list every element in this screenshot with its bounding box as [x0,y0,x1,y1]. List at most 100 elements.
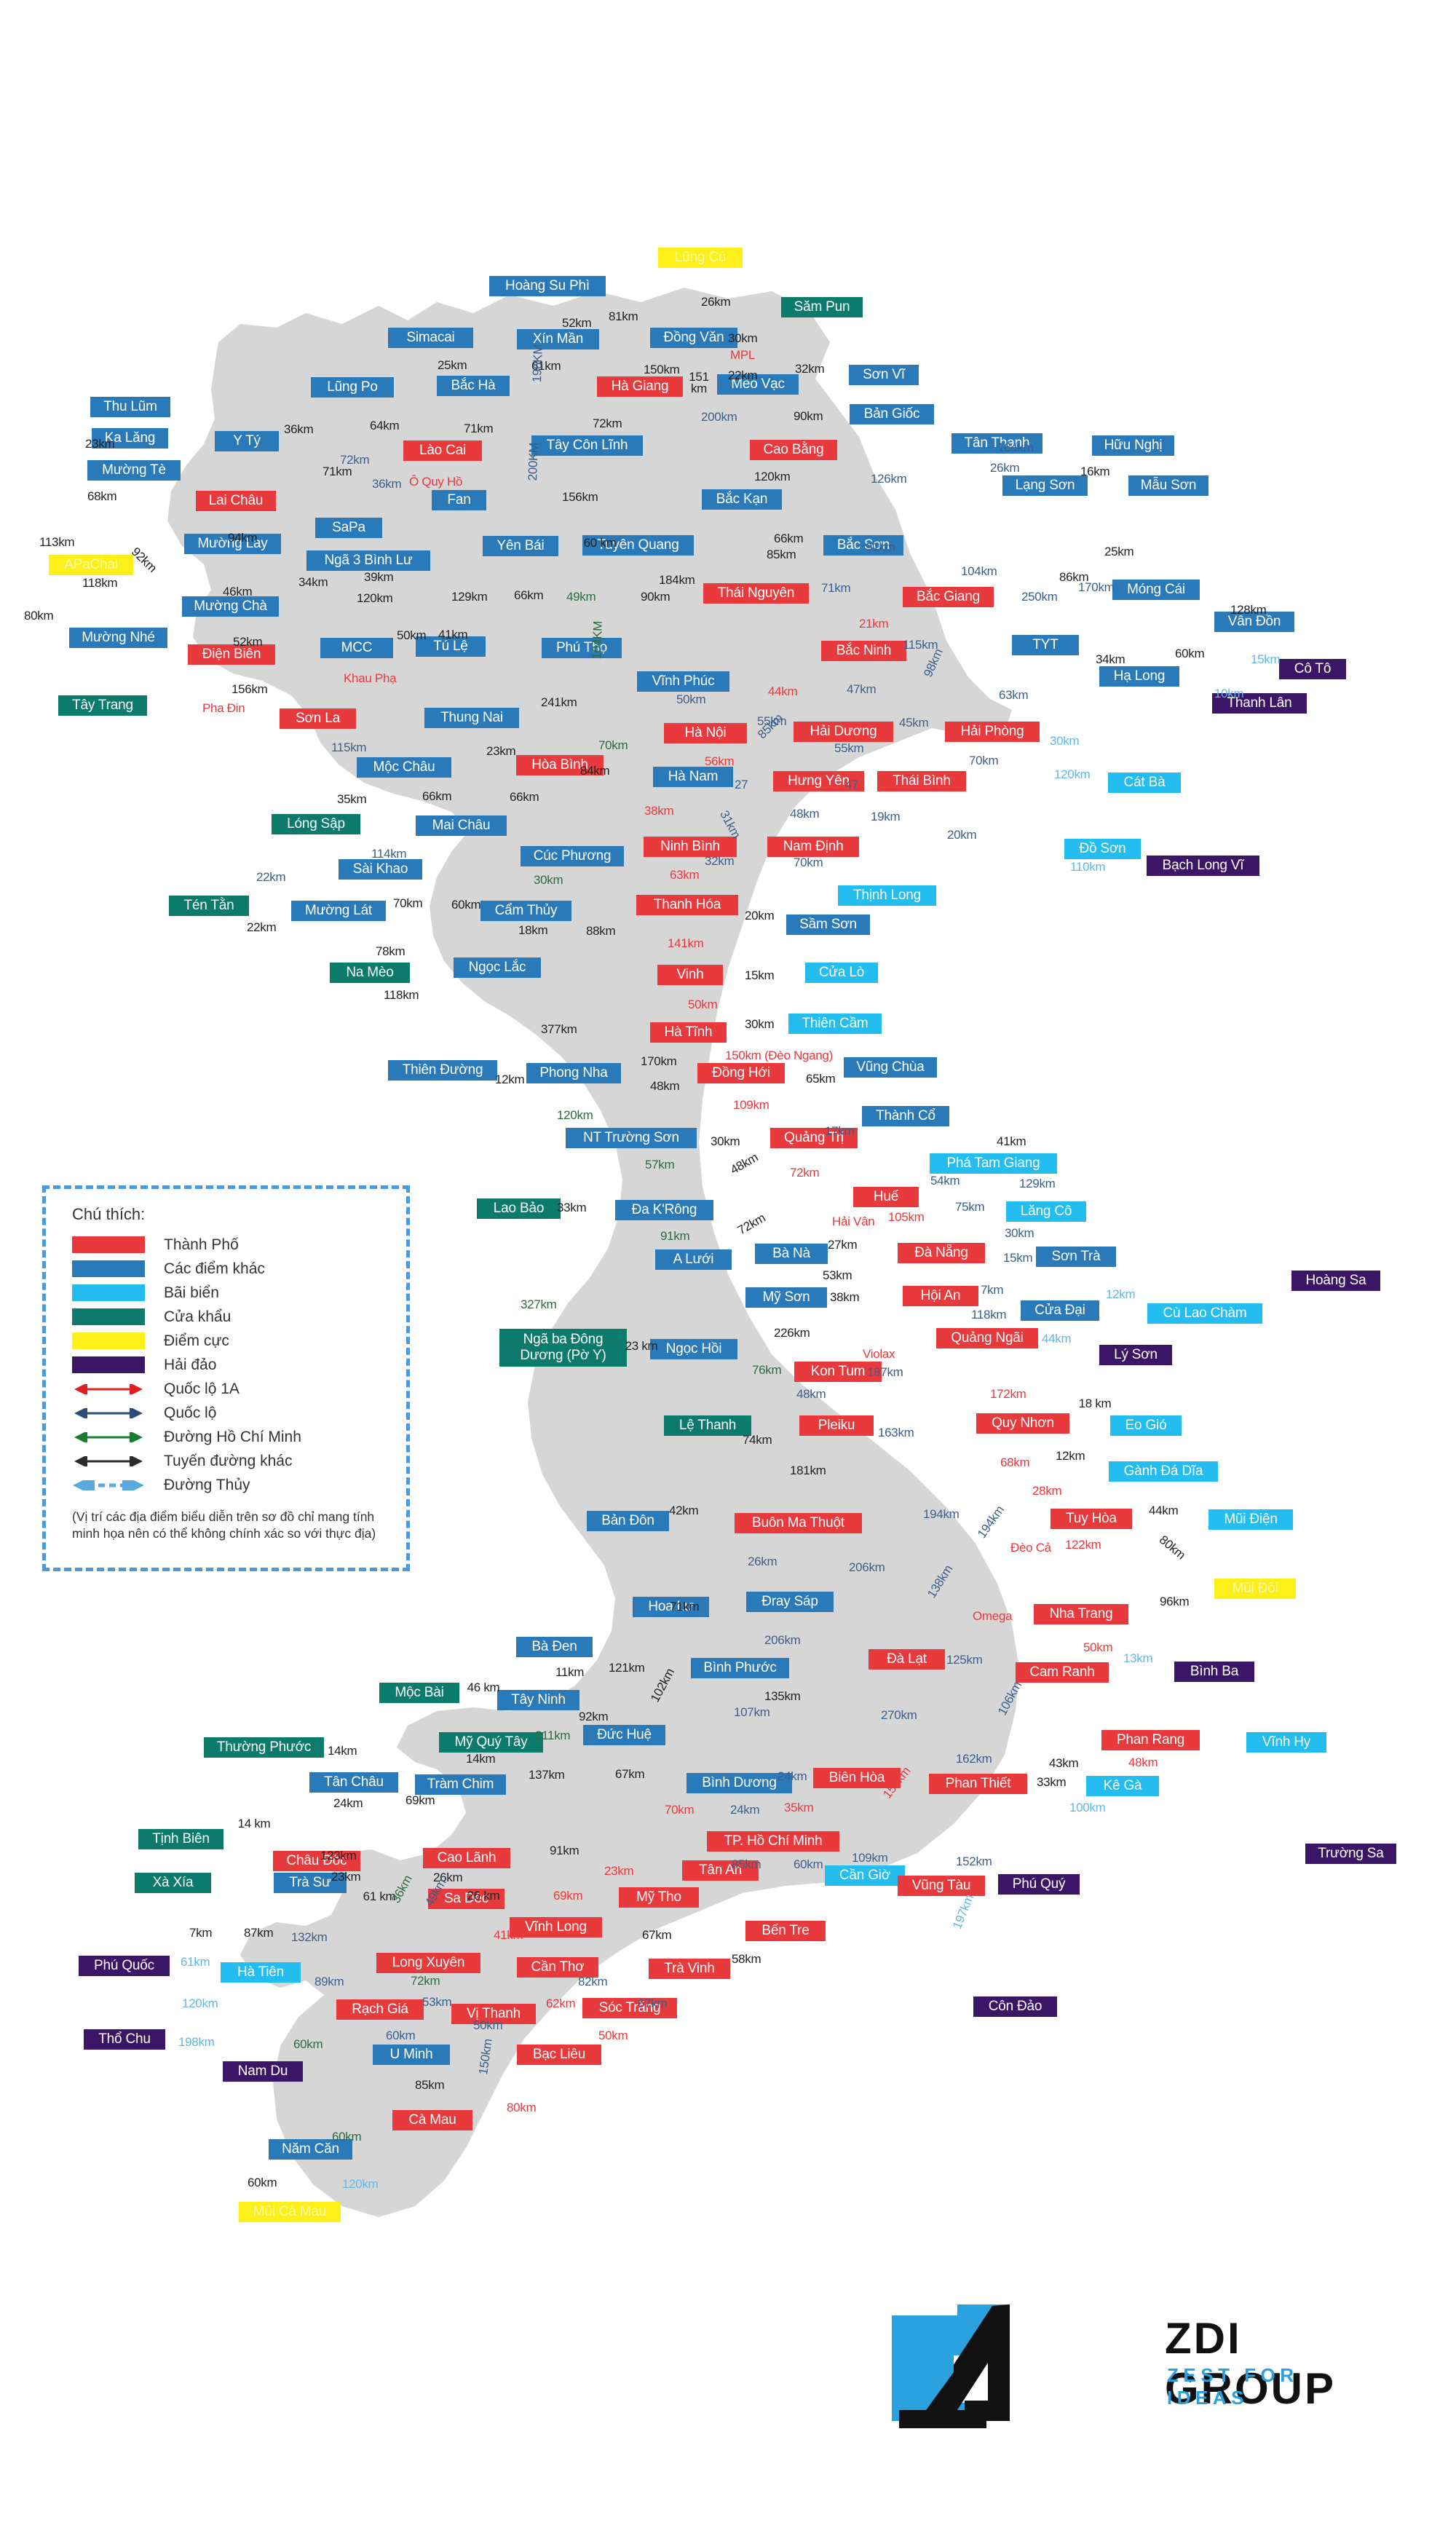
map-node[interactable]: Năm Căn [269,2139,352,2160]
map-node[interactable]: Đức Huệ [583,1725,665,1745]
map-node[interactable]: Bà Nà [755,1244,828,1264]
map-node[interactable]: Đồng Văn [650,328,737,348]
map-node[interactable]: Mẫu Sơn [1128,475,1208,496]
map-node[interactable]: Sa Déc [428,1889,505,1909]
map-node[interactable]: Phá Tam Giang [930,1153,1057,1174]
map-node[interactable]: Rạch Giá [336,1999,424,2020]
map-node[interactable]: Côn Đảo [973,1996,1057,2017]
map-node[interactable]: Bản Giốc [850,404,934,424]
map-node[interactable]: Lao Bảo [477,1198,561,1219]
map-node[interactable]: Tuy Hòa [1051,1509,1132,1529]
map-node[interactable]: Xà Xía [135,1873,211,1893]
map-node[interactable]: Thái Nguyên [703,583,809,604]
map-node[interactable]: Thổ Chu [84,2029,165,2050]
map-node[interactable]: Thanh Lân [1212,693,1307,714]
map-node[interactable]: Tây Côn Lĩnh [531,435,643,456]
map-node[interactable]: Hòa Bình [516,755,604,775]
map-node[interactable]: Thường Phước [204,1737,324,1758]
map-node[interactable]: Hữu Nghị [1092,435,1174,456]
map-node[interactable]: Thanh Hóa [636,895,738,915]
map-node[interactable]: Sơn La [280,708,356,729]
map-node[interactable]: Ka Lăng [92,428,168,449]
map-node[interactable]: Ngọc Lắc [454,957,541,978]
map-node[interactable]: Kê Gà [1086,1776,1159,1796]
map-node[interactable]: Xín Mần [517,329,599,349]
map-node[interactable]: Vũng Tàu [898,1876,985,1896]
map-node[interactable]: Vĩnh Phúc [637,671,729,692]
map-node[interactable]: Đà Lạt [869,1649,945,1670]
map-node[interactable]: Mường Chà [182,596,279,617]
map-node[interactable]: Hoàng Sa [1291,1271,1380,1291]
map-node[interactable]: Thịnh Long [838,885,936,906]
map-node[interactable]: Cát Bà [1108,773,1181,793]
map-node[interactable]: Huế [853,1187,919,1207]
map-node[interactable]: Simacai [388,328,473,348]
map-node[interactable]: Tú Lệ [416,636,486,657]
map-node[interactable]: Cao Lãnh [423,1848,510,1868]
map-node[interactable]: Mường Lát [291,901,386,921]
map-node[interactable]: Hà Giang [597,376,683,397]
map-node[interactable]: Yên Bái [483,536,558,556]
map-node[interactable]: Cao Bằng [750,440,837,460]
map-node[interactable]: Bắc Kạn [702,489,782,510]
map-node[interactable]: Vĩnh Hy [1246,1732,1326,1753]
map-node[interactable]: Ninh Bình [644,837,737,857]
map-node[interactable]: Móng Cái [1112,580,1200,600]
map-node[interactable]: Hải Dương [794,722,893,742]
map-node[interactable]: Kon Tum [794,1362,882,1382]
map-node[interactable]: Trường Sa [1305,1844,1396,1864]
map-node[interactable]: Châu Đốc [273,1851,360,1871]
map-node[interactable]: Buôn Ma Thuột [735,1513,862,1533]
map-node[interactable]: Tây Ninh [497,1690,579,1710]
map-node[interactable]: Cà Mau [392,2110,472,2130]
map-node[interactable]: Eo Gió [1110,1415,1182,1436]
map-node[interactable]: Tân Châu [309,1772,398,1793]
map-node[interactable]: Hoàng Su Phì [489,276,606,296]
map-node[interactable]: Cù Lao Chàm [1147,1303,1262,1324]
map-node[interactable]: A Lưới [655,1249,732,1270]
map-node[interactable]: Sóc Trăng [582,1998,677,2018]
map-node[interactable]: Na Mèo [330,963,410,983]
map-node[interactable]: Mường Nhé [69,628,167,648]
map-node[interactable]: Bình Dương [687,1773,792,1793]
map-node[interactable]: Mỹ Sơn [745,1287,827,1308]
map-node[interactable]: SaPa [315,518,382,538]
map-node[interactable]: Fan [432,490,486,510]
map-node[interactable]: Nam Du [223,2061,303,2082]
map-node[interactable]: Thành Cổ [862,1106,949,1126]
map-node[interactable]: Tân An [682,1860,759,1881]
map-node[interactable]: TYT [1012,635,1079,655]
map-node[interactable]: Vân Đồn [1214,612,1294,632]
map-node[interactable]: Thiên Đường [388,1060,497,1081]
map-node[interactable]: Thu Lũm [90,397,170,417]
map-node[interactable]: Ngã ba Đông Dương (Pờ Y) [499,1329,627,1367]
map-node[interactable]: Vị Thanh [451,2004,536,2024]
map-node[interactable]: Trà Sư [274,1873,347,1893]
map-node[interactable]: Vũng Chùa [844,1057,937,1078]
map-node[interactable]: Mộc Châu [357,757,451,778]
map-node[interactable]: Lạng Sơn [1002,475,1088,496]
map-node[interactable]: Đồng Hới [697,1063,785,1083]
map-node[interactable]: Cửa Đại [1021,1300,1099,1321]
map-node[interactable]: Mường Lay [184,534,281,554]
map-node[interactable]: Điện Biên [188,644,275,665]
map-node[interactable]: Đray Sáp [746,1592,834,1612]
map-node[interactable]: Cam Ranh [1016,1662,1109,1683]
map-node[interactable]: MCC [320,638,393,658]
map-node[interactable]: Vinh [657,965,723,985]
map-node[interactable]: Tân Thanh [951,433,1042,454]
map-node[interactable]: Sài Khao [339,859,422,880]
map-node[interactable]: Thung Nai [424,708,519,728]
map-node[interactable]: Hưng Yên [773,771,864,791]
map-node[interactable]: Cô Tô [1279,659,1346,679]
map-node[interactable]: Biên Hòa [813,1768,901,1788]
map-node[interactable]: APaChai [49,555,133,575]
map-node[interactable]: Bắc Giang [903,587,994,607]
map-node[interactable]: Lóng Sập [272,814,360,834]
map-node[interactable]: Lăng Cô [1006,1201,1086,1222]
map-node[interactable]: Tén Tằn [169,896,249,916]
map-node[interactable]: Ngã 3 Bình Lư [306,550,430,571]
map-node[interactable]: Mai Châu [416,815,507,836]
map-node[interactable]: Phong Nha [526,1063,621,1083]
map-node[interactable]: Mường Tè [87,460,181,481]
